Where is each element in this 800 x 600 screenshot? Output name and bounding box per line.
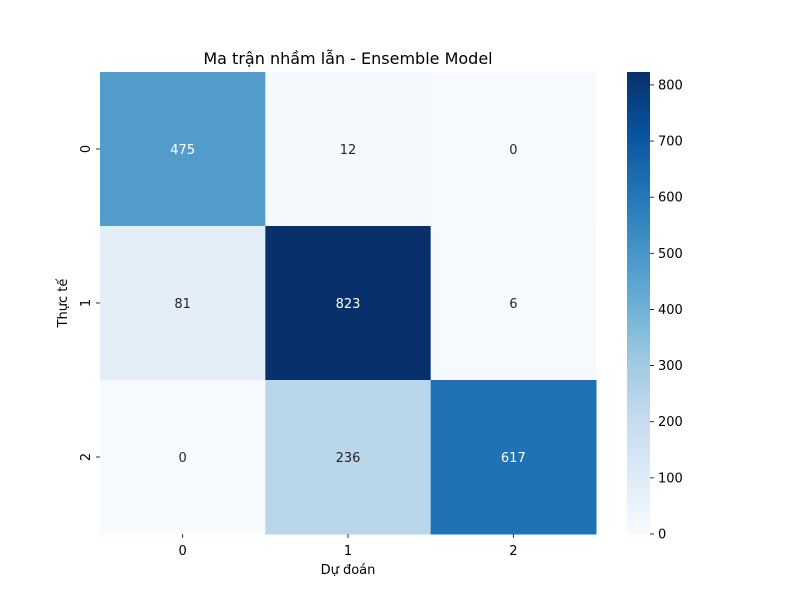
y-tick-label: 0 [79,145,94,153]
colorbar-tick-label: 600 [658,191,683,206]
heatmap-cell [265,72,432,227]
cell-value-label: 236 [336,451,361,466]
heatmap-cell [100,380,266,535]
y-tick-label: 2 [79,453,94,461]
heatmap-cells: 475 12 0 81 823 6 0 236 617 [100,72,597,535]
colorbar-tick-label: 300 [658,359,683,374]
y-tick-label: 1 [79,299,94,307]
cell-value-label: 0 [509,143,517,158]
colorbar-ticks: 0 100 200 300 400 500 600 700 800 [650,78,683,543]
heatmap-cell [100,226,266,381]
x-tick-label: 1 [344,544,352,559]
cell-value-label: 475 [170,143,195,158]
x-tick-label: 0 [179,544,187,559]
heatmap-cell [100,72,266,227]
colorbar-tick-label: 400 [658,303,683,318]
colorbar-tick-label: 100 [658,471,683,486]
heatmap-cell [430,72,597,227]
heatmap-cell [265,380,432,535]
cell-value-label: 823 [336,297,361,312]
heatmap-cell [430,226,597,381]
chart-title: Ma trận nhầm lẫn - Ensemble Model [203,49,492,68]
x-axis: 0 1 2 [179,534,517,559]
colorbar-tick-label: 800 [658,78,683,93]
y-axis-label: Thực tế [56,279,71,329]
x-axis-label: Dự đoán [321,563,376,578]
y-axis: 0 1 2 [79,145,100,461]
colorbar-tick-label: 700 [658,135,683,150]
cell-value-label: 0 [179,451,187,466]
heatmap-cell [430,380,597,535]
heatmap-cell [265,226,432,381]
colorbar-tick-label: 0 [658,528,666,543]
cell-value-label: 617 [501,451,526,466]
colorbar-tick-label: 200 [658,415,683,430]
colorbar-tick-label: 500 [658,247,683,262]
cell-value-label: 12 [340,143,357,158]
colorbar [627,72,650,534]
cell-value-label: 6 [509,297,517,312]
x-tick-label: 2 [509,544,517,559]
cell-value-label: 81 [174,297,191,312]
